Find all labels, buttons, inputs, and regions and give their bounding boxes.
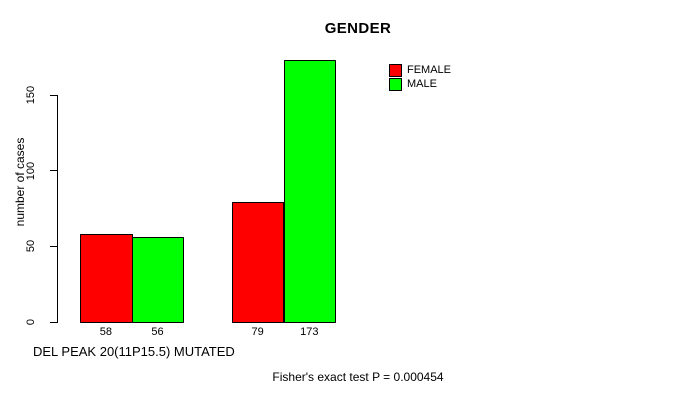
bar-female — [231, 202, 285, 323]
x-axis-label: DEL PEAK 20(11P15.5) MUTATED — [33, 344, 235, 359]
bar-male — [131, 237, 185, 323]
legend-swatch-icon — [389, 63, 402, 77]
y-tick-label: 0 — [25, 318, 37, 326]
legend-label: MALE — [407, 78, 437, 90]
y-tick-mark — [50, 245, 57, 247]
annotation-text: Fisher's exact test P = 0.000454 — [272, 370, 444, 384]
bar-value-label: 58 — [99, 326, 112, 338]
legend-label: FEMALE — [407, 64, 452, 76]
bar-female — [80, 234, 133, 323]
y-tick-label: 100 — [25, 161, 37, 180]
bar-male — [283, 60, 337, 323]
bar-value-label: 56 — [151, 326, 164, 338]
chart-title: GENDER — [324, 20, 392, 37]
y-tick-label: 50 — [25, 240, 37, 253]
legend-swatch-icon — [389, 77, 402, 91]
y-tick-mark — [50, 94, 57, 96]
legend-item-female: FEMALE — [389, 63, 451, 77]
bar-value-label: 173 — [300, 326, 319, 338]
y-axis-line — [57, 95, 58, 323]
bar-value-label: 79 — [251, 326, 264, 338]
y-tick-label: 150 — [25, 85, 37, 105]
legend: FEMALE MALE — [389, 63, 451, 91]
y-tick-mark — [50, 321, 57, 323]
y-tick-mark — [50, 170, 57, 172]
legend-item-male: MALE — [389, 77, 451, 91]
